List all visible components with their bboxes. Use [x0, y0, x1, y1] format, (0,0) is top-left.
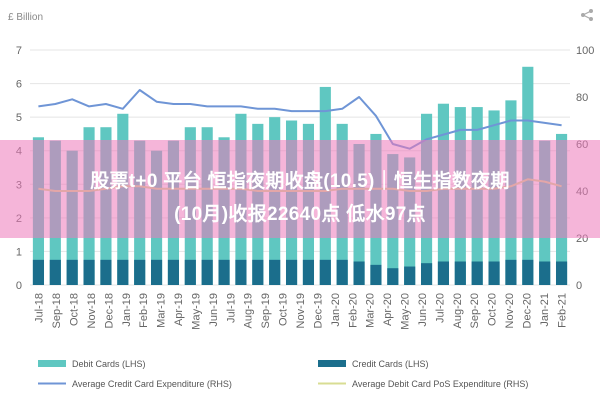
x-tick-label-23: Jul-20: [434, 293, 446, 323]
credit-expenditure-line: [38, 89, 562, 150]
legend: Debit Cards (LHS) Credit Cards (LHS) Avera…: [38, 359, 528, 389]
x-tick-label-17: Jan-20: [330, 293, 342, 327]
credit-bar-14: [269, 259, 281, 285]
credit-bar-31: [555, 261, 568, 285]
credit-bar-3: [83, 259, 95, 285]
credit-bar-26: [471, 261, 483, 285]
credit-bar-7: [150, 259, 163, 285]
right-tick-label-0: 0: [576, 280, 582, 292]
x-tick-label-1: Sep-18: [51, 293, 63, 328]
x-tick-label-7: Mar-19: [156, 293, 168, 328]
right-tick-label-5: 100: [576, 45, 594, 57]
legend-label-0: Debit Cards (LHS): [72, 359, 146, 369]
credit-bar-4: [100, 259, 112, 285]
credit-bar-6: [134, 259, 146, 285]
x-tick-label-24: Aug-20: [452, 293, 464, 328]
x-tick-label-30: Feb-21: [556, 293, 568, 328]
right-tick-label-4: 80: [576, 92, 588, 104]
credit-bar-17: [319, 259, 331, 285]
x-tick-label-6: Feb-19: [138, 293, 150, 328]
x-tick-label-16: Dec-19: [312, 293, 324, 328]
credit-bar-25: [454, 261, 466, 285]
credit-bar-16: [302, 259, 315, 285]
y-axis-label: £ Billion: [8, 12, 43, 23]
credit-bar-11: [218, 259, 230, 285]
legend-swatch-1: [318, 360, 346, 367]
credit-bar-24: [437, 261, 450, 285]
x-tick-label-26: Oct-20: [487, 293, 499, 326]
credit-bar-30: [539, 261, 551, 285]
promo-banner: 股票t+0 平台 恒指夜期收盘(10.5)｜恒生指数夜期 (10月)收报2264…: [0, 140, 600, 238]
x-tick-label-19: Mar-20: [365, 293, 377, 328]
credit-bar-29: [522, 259, 534, 285]
credit-bar-2: [66, 259, 78, 285]
x-tick-label-14: Oct-19: [278, 293, 290, 326]
banner-headline-line2: (10月)收报22640点 低水97点: [174, 204, 426, 225]
left-tick-label-7: 7: [16, 45, 22, 57]
x-tick-label-2: Oct-18: [69, 293, 81, 326]
x-tick-label-4: Dec-18: [103, 293, 115, 328]
credit-bar-20: [370, 264, 382, 285]
x-axis-ticks: Jul-18 Sep-18 Oct-18 Nov-18 Dec-18 Jan-19 Feb-…: [34, 293, 569, 330]
credit-bar-28: [505, 259, 517, 285]
x-tick-label-0: Jul-18: [34, 293, 46, 323]
x-tick-label-20: Apr-20: [382, 293, 394, 326]
legend-label-1: Credit Cards (LHS): [352, 359, 429, 369]
x-tick-label-28: Dec-20: [521, 293, 533, 328]
x-tick-label-10: Jun-19: [208, 293, 220, 327]
legend-label-2: Average Credit Card Expenditure (RHS): [72, 379, 232, 389]
x-tick-label-21: May-20: [400, 293, 412, 330]
credit-bar-10: [201, 259, 213, 285]
x-tick-label-29: Jan-21: [539, 293, 551, 327]
x-tick-label-8: Apr-19: [173, 293, 185, 326]
credit-bar-0: [32, 259, 45, 285]
credit-bar-1: [49, 259, 61, 285]
credit-bar-21: [387, 268, 399, 285]
share-icon[interactable]: [580, 8, 594, 22]
left-tick-label-5: 5: [16, 112, 22, 124]
credit-bar-23: [420, 263, 433, 285]
x-tick-label-5: Jan-19: [121, 293, 133, 327]
banner-headline-line1: 股票t+0 平台 恒指夜期收盘(10.5)｜恒生指数夜期: [90, 171, 510, 192]
x-tick-label-15: Nov-19: [295, 293, 307, 328]
x-tick-label-12: Aug-19: [243, 293, 255, 328]
credit-bar-12: [235, 259, 247, 285]
x-tick-label-13: Sep-19: [260, 293, 272, 328]
x-tick-label-9: May-19: [190, 293, 202, 330]
legend-label-3: Average Debit Card PoS Expenditure (RHS): [352, 379, 528, 389]
left-tick-label-1: 1: [16, 246, 22, 258]
left-tick-label-6: 6: [16, 79, 22, 91]
x-tick-label-22: Jun-20: [417, 293, 429, 327]
credit-bar-18: [336, 259, 348, 285]
left-tick-label-0: 0: [16, 280, 22, 292]
credit-bar-19: [353, 261, 365, 285]
credit-bar-8: [167, 259, 180, 285]
credit-bar-5: [117, 259, 129, 285]
x-tick-label-27: Nov-20: [504, 293, 516, 328]
credit-bar-9: [184, 259, 196, 285]
x-tick-label-3: Nov-18: [86, 293, 98, 328]
x-tick-label-11: Jul-19: [225, 293, 237, 323]
credit-bar-22: [404, 266, 416, 285]
credit-bar-15: [285, 259, 298, 285]
credit-bar-27: [488, 261, 500, 285]
x-tick-label-25: Sep-20: [469, 293, 481, 328]
x-tick-label-18: Feb-20: [347, 293, 359, 328]
credit-bar-13: [252, 259, 264, 285]
legend-swatch-0: [38, 360, 66, 367]
